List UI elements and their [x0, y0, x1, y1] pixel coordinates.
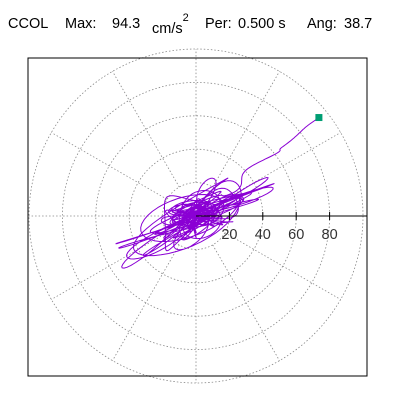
tick-label: 60 [288, 227, 304, 243]
max-label: Max: [65, 16, 97, 32]
period-value: 0.500 s [238, 16, 286, 32]
tick-label: 40 [255, 227, 271, 243]
tick-label: 20 [221, 227, 237, 243]
angle-label: Ang: [307, 16, 337, 32]
max-value: 94.3 [112, 16, 141, 32]
radial-axis-ticks: 20 40 60 80 [221, 212, 338, 243]
angle-value: 38.7 [344, 16, 373, 32]
grid-spoke [224, 232, 341, 300]
period-label: Per: [205, 16, 232, 32]
grid-spoke [112, 244, 180, 361]
grid-spoke [51, 232, 168, 300]
grid-spoke [112, 71, 180, 188]
chart-header: CCOL Max: 94.3 cm/s2 Per: 0.500 s Ang: 3… [0, 12, 400, 37]
grid-spoke [224, 132, 341, 200]
grid-spoke [212, 71, 280, 188]
plot-frame [27, 57, 368, 377]
polar-grid-spokes [29, 49, 363, 383]
motion-trace [115, 117, 320, 269]
grid-spoke [51, 132, 168, 200]
tick-label: 80 [322, 227, 338, 243]
station-code: CCOL [8, 16, 49, 32]
max-unit: cm/s2 [152, 12, 189, 37]
max-unit-exponent: 2 [182, 12, 189, 24]
end-point-marker [315, 114, 323, 122]
grid-spoke [212, 244, 280, 361]
